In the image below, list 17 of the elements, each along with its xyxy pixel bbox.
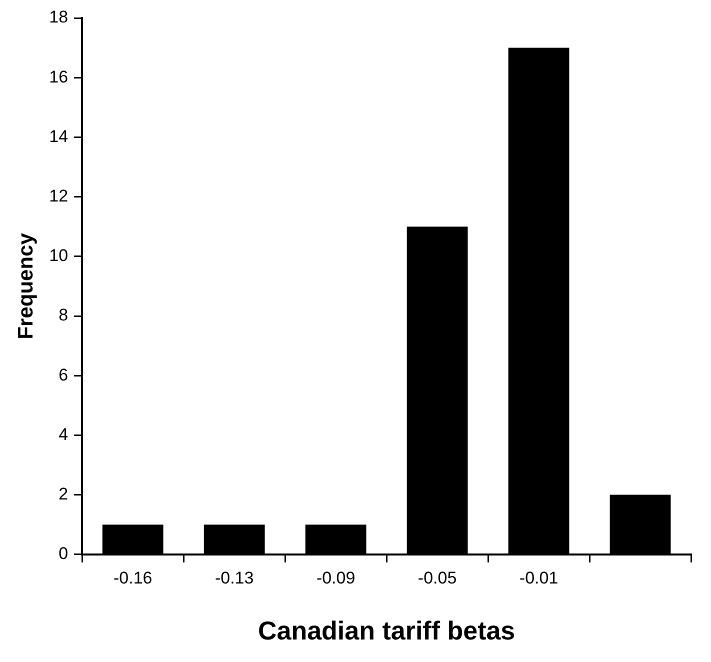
- x-tick-label: -0.05: [418, 568, 457, 588]
- y-tick-label: 6: [58, 365, 68, 384]
- y-tick-label: 10: [49, 246, 68, 266]
- x-tick-label: -0.01: [519, 568, 558, 588]
- x-axis-title: Canadian tariff betas: [258, 616, 516, 646]
- x-tick-label: -0.09: [316, 568, 356, 588]
- y-tick-label: 14: [49, 126, 68, 146]
- x-tick-label: -0.16: [113, 568, 152, 588]
- y-axis-title: Frequency: [14, 232, 38, 340]
- y-tick-label: 4: [58, 424, 68, 444]
- y-tick-label: 18: [49, 8, 68, 27]
- y-tick-label: 12: [49, 186, 68, 206]
- y-tick-label: 8: [58, 306, 68, 325]
- y-tick-label: 0: [58, 544, 68, 564]
- y-tick-label: 2: [58, 484, 68, 504]
- x-tick-label: -0.13: [214, 568, 254, 588]
- y-tick-label: 16: [49, 67, 68, 86]
